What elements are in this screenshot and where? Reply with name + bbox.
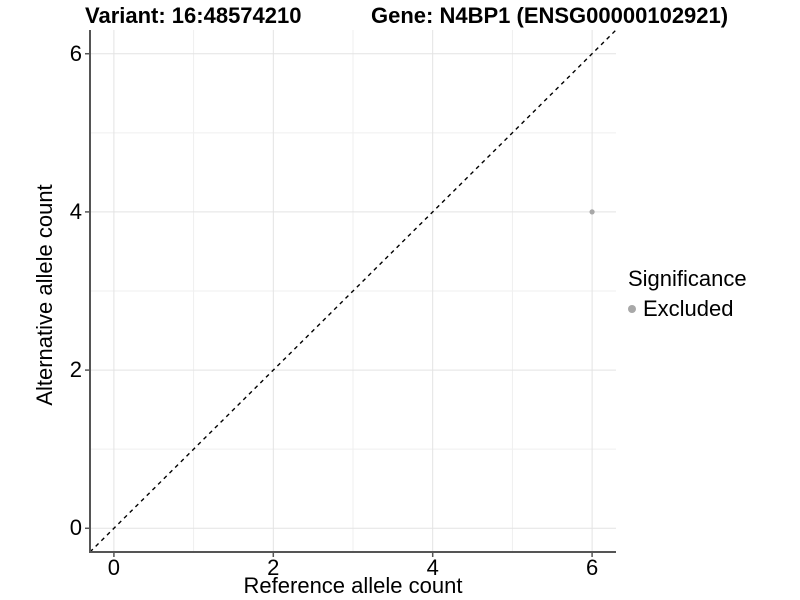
excluded-point-icon [628,305,636,313]
y-tick-label: 4 [69,198,82,224]
x-tick-label: 6 [585,555,599,580]
plot-title-gene: Gene: N4BP1 (ENSG00000102921) [371,3,729,28]
x-tick-label: 0 [107,555,121,580]
legend-item-excluded: Excluded [628,296,747,322]
legend-title: Significance [628,266,747,291]
legend: Significance Excluded [628,266,747,322]
x-tick-label: 2 [267,555,280,580]
identity-line [89,29,617,553]
legend-item-label: Excluded [643,296,734,321]
x-axis-title: Reference allele count [243,573,463,598]
y-tick-label: 6 [69,40,82,66]
plot-title-variant: Variant: 16:48574210 [85,3,302,28]
x-tick-label: 4 [426,555,439,580]
data-point [589,209,595,215]
y-tick-label: 0 [69,515,82,541]
y-tick-label: 2 [69,357,82,383]
